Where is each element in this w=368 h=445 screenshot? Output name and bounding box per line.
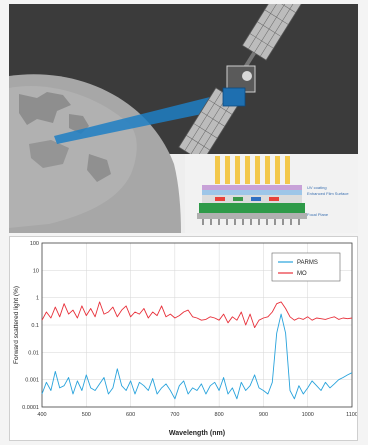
sensor-callout-1: UV coating — [307, 185, 327, 190]
x-tick-label: 600 — [126, 412, 135, 418]
y-tick-label: 1 — [36, 296, 39, 302]
x-tick-label: 500 — [82, 412, 91, 418]
scatter-chart-panel: 0.0001 0.001 0.01 0.1 1 10 100 400 500 600 700 800… — [9, 236, 358, 441]
y-tick-label: 0.0001 — [22, 405, 39, 411]
series-line-parms — [41, 313, 353, 400]
y-tick-labels: 0.0001 0.001 0.01 0.1 1 10 100 — [22, 241, 39, 411]
legend-label-parms: PARMS — [297, 260, 318, 266]
x-axis-label: Wavelength (nm) — [169, 430, 225, 437]
x-tick-label: 900 — [259, 412, 268, 418]
chart-legend: PARMS MO — [271, 252, 341, 282]
y-tick-label: 0.001 — [25, 378, 39, 384]
y-tick-label: 10 — [33, 268, 39, 274]
y-tick-label: 0.1 — [31, 323, 39, 329]
x-tick-label: 400 — [37, 412, 46, 418]
chart-series — [41, 301, 353, 400]
plot-area — [41, 242, 353, 408]
legend-label-mo: MO — [297, 271, 307, 277]
sensor-callout-3: Focal Plane — [307, 212, 329, 217]
imaging-beam — [54, 94, 231, 144]
sensor-stack-icon: UV coating Enhanced Film Surface Focal P… — [185, 154, 358, 233]
x-tick-labels: 400 500 600 700 800 900 1000 1100 — [37, 412, 358, 418]
scattered-light-chart: 0.0001 0.001 0.01 0.1 1 10 100 400 500 600 700 800… — [13, 241, 358, 437]
satellite-illustration: UV coating Enhanced Film Surface Focal P… — [9, 4, 358, 233]
y-tick-label: 0.01 — [28, 350, 39, 356]
x-tick-label: 1000 — [302, 412, 314, 418]
x-tick-label: 700 — [170, 412, 179, 418]
earth-icon — [9, 74, 181, 233]
y-axis-label: Forward scattered light (%) — [13, 286, 20, 364]
satellite-icon — [178, 4, 304, 163]
y-tick-label: 100 — [30, 241, 39, 247]
sensor-callout-2: Enhanced Film Surface — [307, 191, 349, 196]
x-tick-label: 800 — [215, 412, 224, 418]
series-line-mo — [41, 301, 353, 329]
x-tick-label: 1100 — [346, 412, 357, 418]
